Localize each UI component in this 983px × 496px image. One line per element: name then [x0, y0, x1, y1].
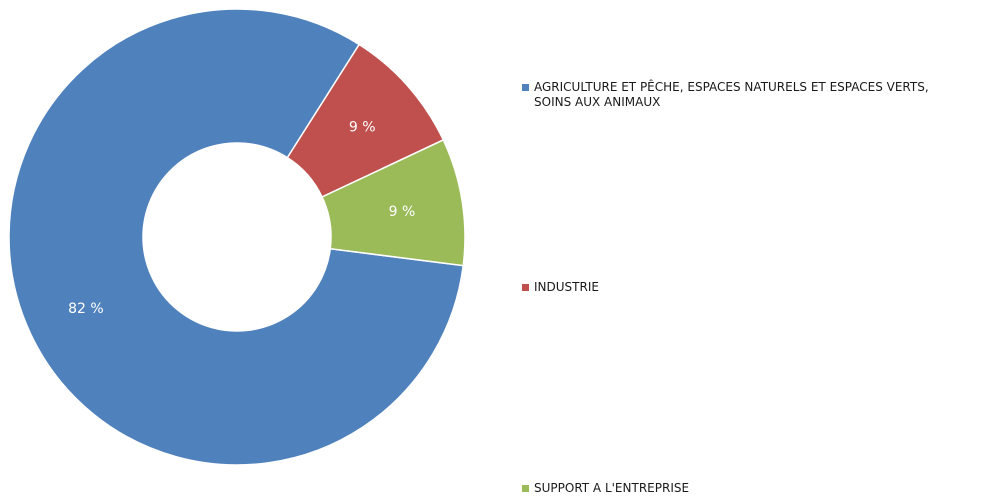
- legend-label: INDUSTRIE: [534, 280, 599, 294]
- slice-support-entreprise: [321, 138, 466, 267]
- legend: AGRICULTURE ET PÊCHE, ESPACES NATURELS E…: [522, 0, 972, 496]
- data-label-agriculture: 82 %: [68, 301, 104, 317]
- donut-data-labels: 82 % 9 % 9 %: [68, 120, 415, 318]
- donut-slices: [8, 8, 466, 466]
- legend-label: SUPPORT A L'ENTREPRISE: [534, 481, 690, 495]
- slice-agriculture: [8, 8, 465, 466]
- legend-swatch-icon: [522, 284, 529, 291]
- legend-swatch-icon: [522, 84, 529, 91]
- legend-item-support-entreprise: SUPPORT A L'ENTREPRISE: [522, 481, 689, 496]
- legend-label: AGRICULTURE ET PÊCHE, ESPACES NATURELS E…: [534, 80, 929, 109]
- legend-item-industrie: INDUSTRIE: [522, 280, 599, 295]
- data-label-industrie: 9 %: [349, 120, 376, 136]
- data-label-support-entreprise: 9 %: [389, 204, 416, 220]
- legend-swatch-icon: [522, 485, 529, 492]
- legend-item-agriculture: AGRICULTURE ET PÊCHE, ESPACES NATURELS E…: [522, 80, 929, 110]
